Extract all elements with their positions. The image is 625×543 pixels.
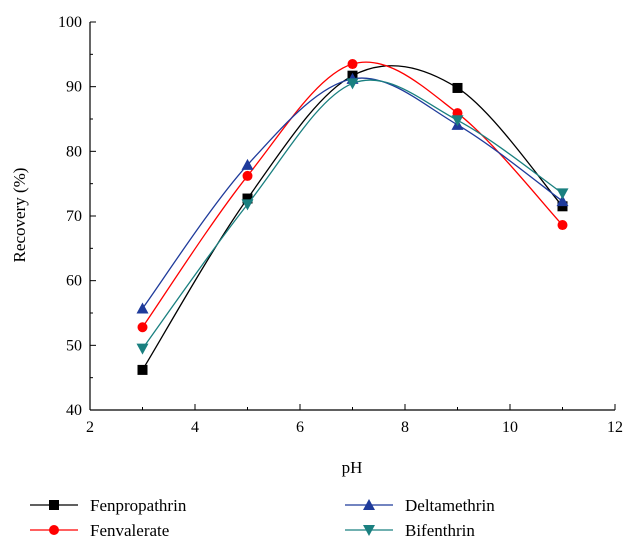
legend-label: Deltamethrin [405, 496, 495, 515]
x-axis-label: pH [342, 458, 363, 477]
y-tick-label: 60 [66, 273, 82, 290]
x-tick-label: 6 [296, 419, 304, 436]
x-tick-label: 12 [607, 419, 623, 436]
data-point-bifenthrin [346, 78, 359, 90]
data-point-bifenthrin [136, 343, 149, 355]
legend-label: Fenpropathrin [90, 496, 187, 515]
data-point-fenvalerate [557, 220, 568, 231]
data-point-fenpropathrin [242, 193, 253, 204]
y-tick-label: 50 [66, 337, 82, 354]
legend-marker [363, 499, 375, 510]
data-point-deltamethrin [241, 158, 254, 170]
series-line-deltamethrin [141, 77, 563, 309]
legend-label: Fenvalerate [90, 521, 169, 540]
series-fenvalerate [137, 59, 568, 333]
y-tick-label: 90 [66, 79, 82, 96]
y-tick-label: 70 [66, 208, 82, 225]
legend-item-bifenthrin: Bifenthrin [345, 521, 475, 540]
data-point-fenpropathrin [452, 82, 463, 93]
axes: 2 4 6 8 10 12 40 50 60 70 80 90 100 [58, 14, 623, 436]
legend-marker [49, 525, 59, 535]
plot-area [136, 59, 569, 375]
legend: Fenpropathrin Fenvalerate Deltamethrin Bife… [30, 496, 495, 540]
data-point-fenvalerate [242, 170, 253, 181]
y-tick-label: 40 [66, 402, 82, 419]
legend-item-deltamethrin: Deltamethrin [345, 496, 495, 515]
data-point-bifenthrin [451, 115, 464, 127]
y-tick-label: 80 [66, 143, 82, 160]
legend-item-fenpropathrin: Fenpropathrin [30, 496, 187, 515]
legend-marker [49, 500, 59, 510]
y-axis-label: Recovery (%) [10, 168, 29, 263]
data-point-fenvalerate [137, 322, 148, 333]
data-point-deltamethrin [556, 195, 569, 207]
legend-item-fenvalerate: Fenvalerate [30, 521, 169, 540]
x-tick-label: 2 [86, 419, 94, 436]
series-line-bifenthrin [141, 79, 563, 349]
legend-marker [363, 525, 375, 536]
x-tick-label: 4 [191, 419, 199, 436]
data-point-bifenthrin [241, 199, 254, 211]
series-deltamethrin [136, 72, 569, 314]
x-tick-label: 8 [401, 419, 409, 436]
legend-label: Bifenthrin [405, 521, 475, 540]
x-tick-label: 10 [502, 419, 518, 436]
series-bifenthrin [136, 78, 569, 355]
series-line-fenvalerate [141, 61, 563, 328]
y-tick-label: 100 [58, 14, 82, 31]
data-point-fenpropathrin [137, 364, 148, 375]
data-point-deltamethrin [136, 302, 149, 314]
series-fenpropathrin [137, 65, 568, 375]
data-point-fenvalerate [347, 59, 358, 70]
data-point-bifenthrin [556, 188, 569, 200]
data-point-fenpropathrin [557, 201, 568, 212]
